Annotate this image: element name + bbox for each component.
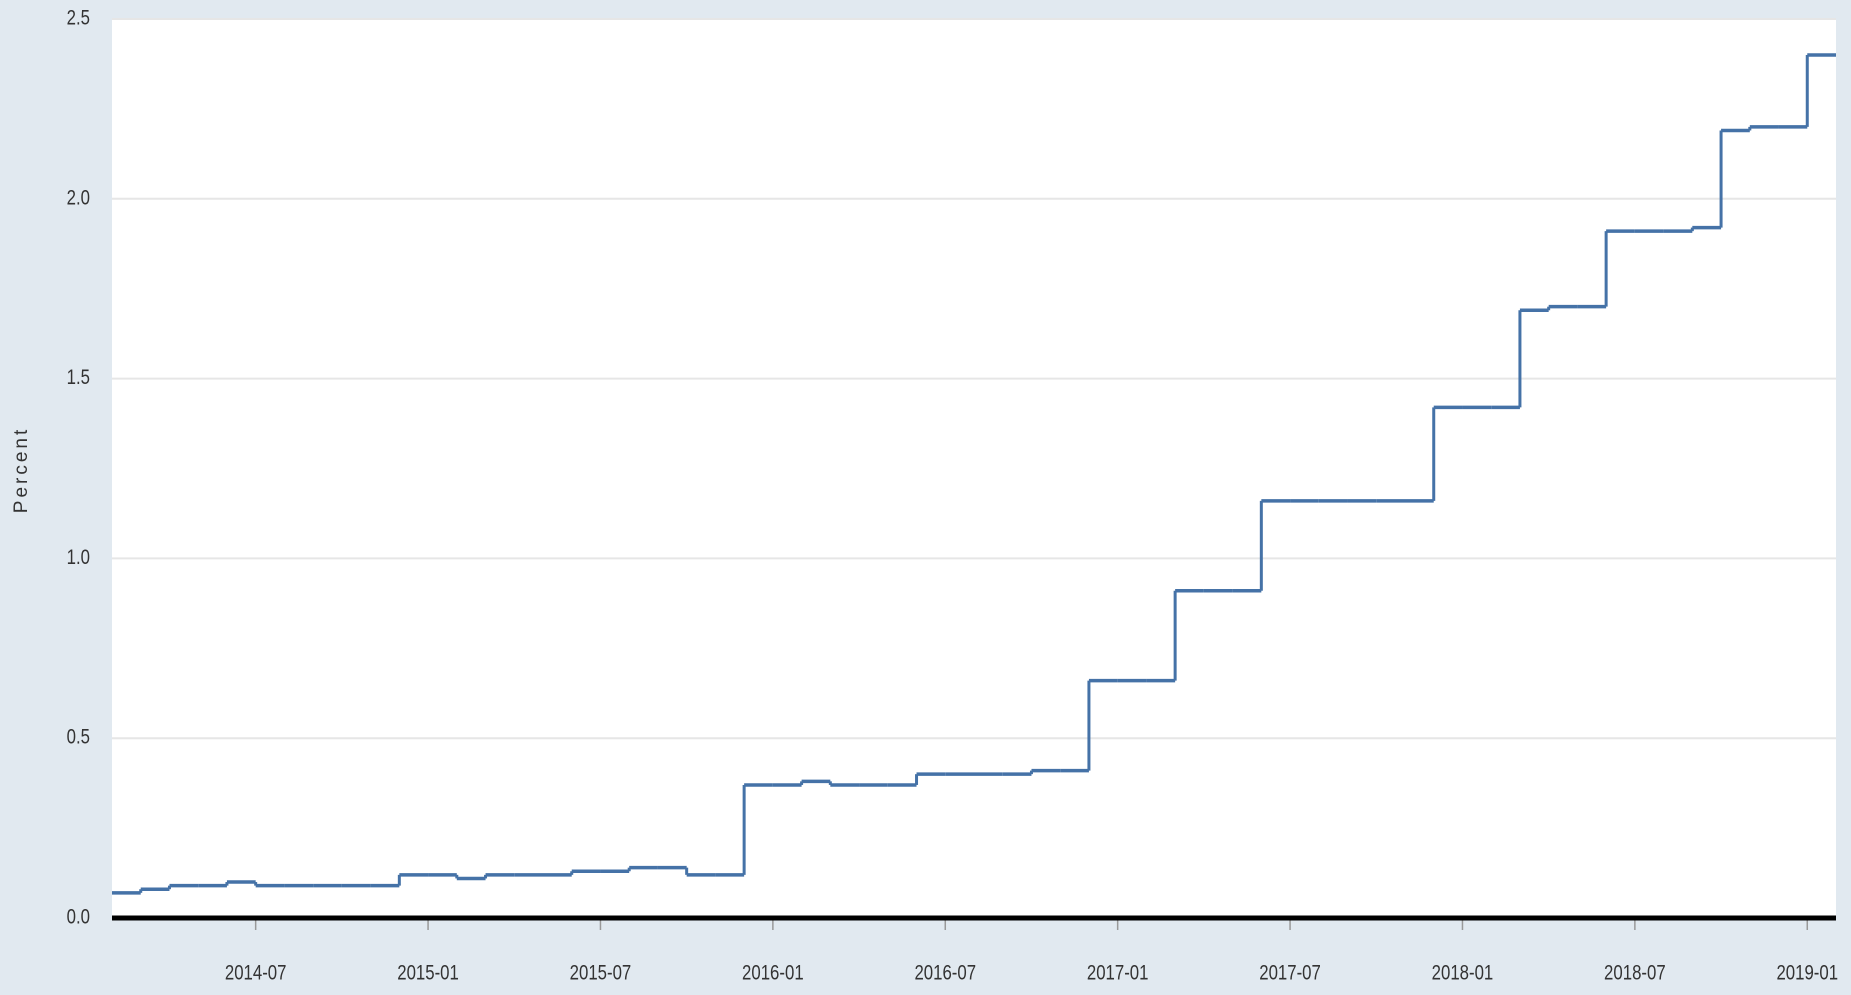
x-tick-label: 2019-01 [1776, 962, 1838, 985]
y-tick-label: 1.5 [67, 366, 90, 389]
y-tick-label: 0.5 [67, 726, 90, 749]
y-tick-label: 2.0 [67, 187, 90, 210]
plot-area [112, 19, 1836, 918]
x-tick-label: 2014-07 [225, 962, 287, 985]
series [112, 53, 1836, 895]
x-tick-label: 2016-01 [742, 962, 804, 985]
x-tick-label: 2015-07 [570, 962, 632, 985]
y-tick-label: 0.0 [67, 906, 90, 929]
x-tick-label: 2018-07 [1604, 962, 1666, 985]
x-tick-label: 2017-01 [1087, 962, 1149, 985]
y-axis-label: Percent [11, 427, 32, 513]
y-tick-label: 1.0 [67, 546, 90, 569]
x-tick-label: 2017-07 [1259, 962, 1321, 985]
y-tick-label: 2.5 [67, 7, 90, 30]
x-tick-label: 2015-01 [397, 962, 459, 985]
x-tick-label: 2018-01 [1432, 962, 1494, 985]
x-tick-label: 2016-07 [914, 962, 976, 985]
